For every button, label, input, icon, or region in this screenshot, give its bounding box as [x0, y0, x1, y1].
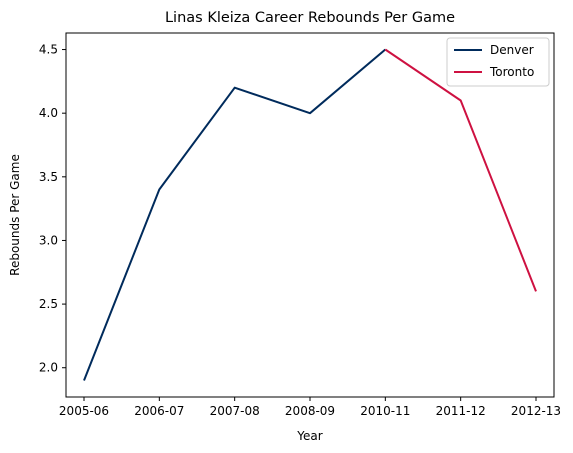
- x-tick-label: 2006-07: [134, 404, 184, 418]
- x-tick-label: 2005-06: [59, 404, 109, 418]
- x-axis-ticks: 2005-06 2006-07 2007-08 2008-09 2010-11 2011-…: [59, 397, 561, 418]
- y-axis-ticks: 2.0 2.5 3.0 3.5 4.0 4.5: [39, 43, 66, 375]
- y-axis-label: Rebounds Per Game: [8, 154, 22, 276]
- series-lines: [83, 48, 537, 381]
- legend: Denver Toronto: [446, 37, 550, 87]
- legend-label-toronto: Toronto: [489, 65, 534, 79]
- x-tick-label: 2012-13: [511, 404, 561, 418]
- y-tick-label: 3.5: [39, 170, 58, 184]
- series-line-denver: [83, 48, 386, 381]
- x-axis-label: Year: [296, 429, 322, 443]
- y-tick-label: 3.0: [39, 233, 58, 247]
- plot-frame: [65, 32, 555, 398]
- x-tick-label: 2011-12: [436, 404, 486, 418]
- x-tick-label: 2010-11: [360, 404, 410, 418]
- x-tick-label: 2008-09: [285, 404, 335, 418]
- series-line-toronto: [384, 48, 537, 292]
- y-tick-label: 4.5: [39, 43, 58, 57]
- y-tick-label: 2.5: [39, 297, 58, 311]
- y-tick-label: 2.0: [39, 361, 58, 375]
- plot-area: 2005-06 2006-07 2007-08 2008-09 2010-11 2011-…: [39, 32, 561, 418]
- y-tick-label: 4.0: [39, 106, 58, 120]
- chart-title: Linas Kleiza Career Rebounds Per Game: [165, 10, 455, 26]
- x-tick-label: 2007-08: [210, 404, 260, 418]
- legend-label-denver: Denver: [490, 43, 534, 57]
